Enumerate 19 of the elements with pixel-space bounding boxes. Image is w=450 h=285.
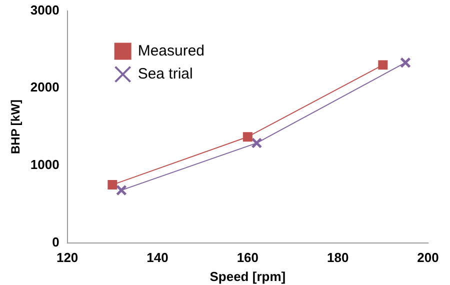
point (116, 184, 127, 196)
y-tick-label: 3000 (30, 2, 60, 18)
x-tick-label: 120 (56, 250, 78, 266)
x-axis-title: Speed [rpm] (210, 268, 286, 284)
legend-label: Sea trial (138, 65, 193, 82)
x-tick-label: 180 (326, 250, 349, 266)
y-tick-label: 0 (52, 234, 60, 250)
y-tick-label: 1000 (30, 157, 60, 172)
x-tick-label: 200 (417, 250, 439, 266)
y-axis-title: BHP [kW] (8, 100, 23, 154)
point (400, 57, 411, 68)
legend-label: Measured (138, 42, 205, 60)
x-tick-label: 140 (146, 250, 168, 266)
point (378, 60, 388, 70)
point (251, 138, 262, 149)
y-tick-label: 2000 (30, 80, 60, 95)
point (108, 180, 118, 190)
point (242, 132, 252, 142)
x-tick-label: 160 (236, 250, 259, 266)
